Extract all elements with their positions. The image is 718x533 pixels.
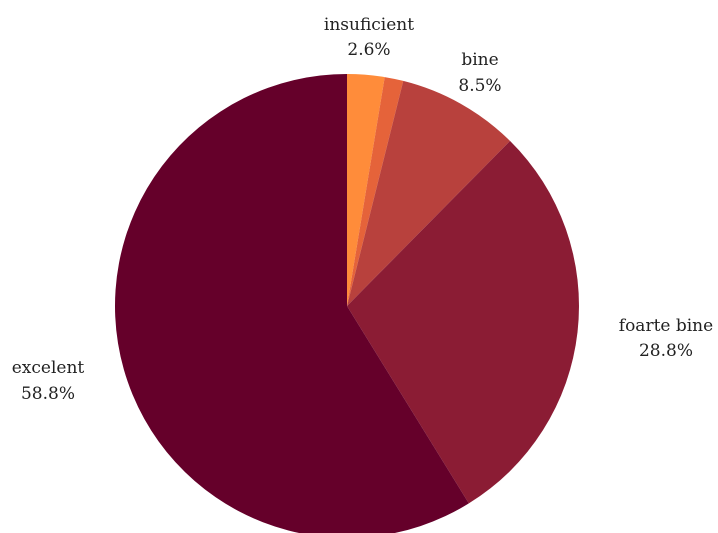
slice-label-bine: bine [461, 50, 498, 70]
pie-slices [115, 74, 579, 533]
slice-value-insuficient: 2.6% [347, 40, 390, 60]
pie-slice-bine [347, 80, 511, 307]
pie-slice-insuficient [347, 74, 385, 306]
slice-value-excelent: 58.8% [21, 384, 75, 404]
pie-slice-excelent [115, 74, 469, 533]
pie-labels: insuficient 2.6% bine 8.5% foarte bine 28.8% e… [12, 15, 713, 404]
slice-value-bine: 8.5% [458, 76, 501, 96]
slice-label-foarte-bine: foarte bine [619, 316, 713, 336]
slice-value-foarte-bine: 28.8% [639, 341, 693, 361]
slice-label-insuficient: insuficient [324, 15, 414, 35]
pie-slice-unlabeled-1 [347, 77, 404, 306]
pie-slice-foarte-bine [347, 140, 579, 504]
slice-label-excelent: excelent [12, 358, 85, 378]
